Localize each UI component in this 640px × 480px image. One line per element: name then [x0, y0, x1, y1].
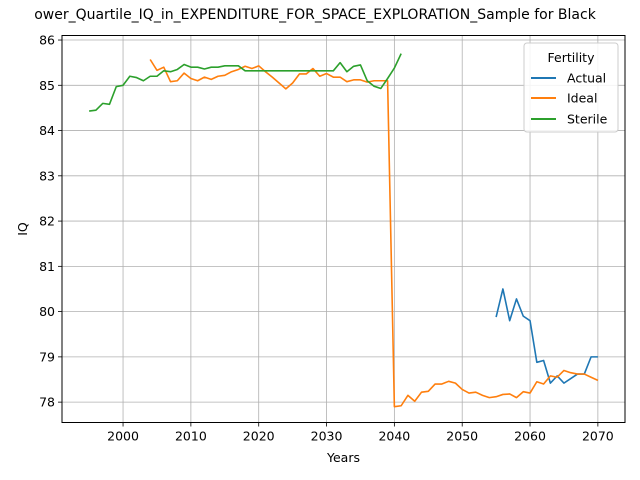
x-tick-label: 2060	[514, 429, 546, 444]
y-tick-label: 85	[39, 78, 55, 93]
grid	[62, 35, 625, 423]
series-line-sterile	[89, 53, 402, 112]
legend-box	[523, 42, 619, 133]
y-tick-label: 86	[39, 33, 55, 48]
x-tick-label: 2070	[582, 429, 614, 444]
y-tick-label: 79	[39, 349, 55, 364]
y-tick-label: 81	[39, 259, 55, 274]
y-tick-label: 82	[39, 214, 55, 229]
y-tick-label: 83	[39, 168, 55, 183]
chart-title: ower_Quartile_IQ_in_EXPENDITURE_FOR_SPAC…	[34, 7, 597, 23]
x-tick-label: 2020	[243, 429, 275, 444]
legend-label-actual: Actual	[567, 71, 606, 86]
legend-label-ideal: Ideal	[567, 91, 597, 106]
x-tick-label: 2040	[378, 429, 410, 444]
legend-label-sterile: Sterile	[567, 112, 608, 127]
x-tick-label: 2030	[311, 429, 343, 444]
series-line-ideal	[149, 59, 599, 408]
x-tick-label: 2000	[107, 429, 139, 444]
series-layer	[89, 53, 599, 408]
x-tick-label: 2050	[446, 429, 478, 444]
y-axis-label: IQ	[15, 222, 30, 236]
legend: Fertility Actual Ideal Sterile	[523, 42, 619, 133]
y-axis: 78 79 80 81 82 83 84 85 86	[39, 33, 62, 410]
x-axis: 2000 2010 2020 2030 2040 2050 2060 2070	[107, 422, 614, 444]
y-tick-label: 80	[39, 304, 55, 319]
x-axis-label: Years	[326, 450, 360, 465]
x-tick-label: 2010	[175, 429, 207, 444]
y-tick-label: 78	[39, 395, 55, 410]
series-line-actual	[495, 288, 598, 384]
y-tick-label: 84	[39, 123, 55, 138]
plot-frame	[61, 35, 626, 423]
legend-title: Fertility	[548, 50, 596, 65]
